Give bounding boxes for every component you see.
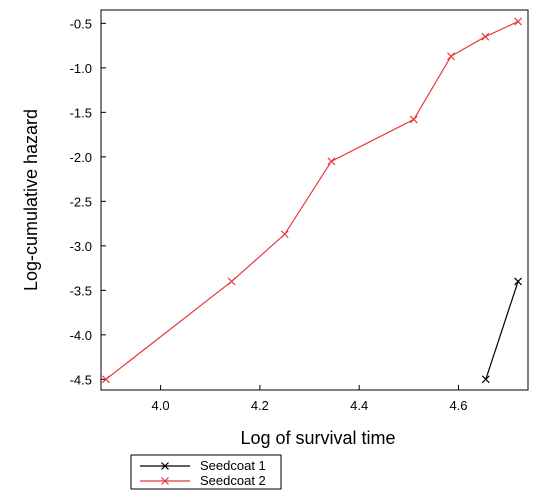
y-tick-label: -2.0 <box>70 150 92 165</box>
y-tick-label: -1.0 <box>70 61 92 76</box>
data-point-seedcoat-2 <box>514 17 522 26</box>
x-tick-label: 4.2 <box>251 398 269 413</box>
legend-box <box>130 454 282 490</box>
y-tick-label: -4.5 <box>70 372 92 387</box>
legend-label-seedcoat-2: Seedcoat 2 <box>200 473 266 488</box>
data-point-seedcoat-1 <box>514 277 522 286</box>
data-point-seedcoat-2 <box>102 375 110 384</box>
data-point-seedcoat-2 <box>481 32 490 41</box>
legend-label-seedcoat-1: Seedcoat 1 <box>200 458 266 473</box>
y-tick-label: -4.0 <box>70 328 92 343</box>
y-tick-label: -3.5 <box>70 283 92 298</box>
x-axis-title: Log of survival time <box>240 428 395 448</box>
plot-frame <box>100 9 529 391</box>
y-axis-title: Log-cumulative hazard <box>21 109 41 291</box>
series-layer <box>102 17 522 384</box>
data-point-seedcoat-2 <box>447 52 455 61</box>
legend-marker-seedcoat-1 <box>161 462 169 470</box>
legend-marker-seedcoat-2 <box>161 477 169 485</box>
data-point-seedcoat-2 <box>327 157 336 166</box>
data-point-seedcoat-1 <box>481 375 490 384</box>
data-point-seedcoat-2 <box>409 115 418 124</box>
x-tick-label: 4.6 <box>449 398 467 413</box>
series-line-seedcoat-2 <box>105 21 519 380</box>
y-tick-label: -3.0 <box>70 239 92 254</box>
x-tick-label: 4.0 <box>152 398 170 413</box>
y-tick-label: -0.5 <box>70 16 92 31</box>
data-point-seedcoat-2 <box>227 277 236 286</box>
y-tick-label: -1.5 <box>70 105 92 120</box>
x-tick-label: 4.4 <box>350 398 368 413</box>
x-axis: 4.0 4.2 4.4 4.6 <box>152 385 468 413</box>
y-tick-label: -2.5 <box>70 194 92 209</box>
series-line-seedcoat-1 <box>485 281 519 380</box>
data-point-seedcoat-2 <box>280 230 289 239</box>
y-axis: -0.5 -1.0 -1.5 -2.0 -2.5 -3.0 -3.5 -4.0 -4.5 <box>70 16 106 387</box>
